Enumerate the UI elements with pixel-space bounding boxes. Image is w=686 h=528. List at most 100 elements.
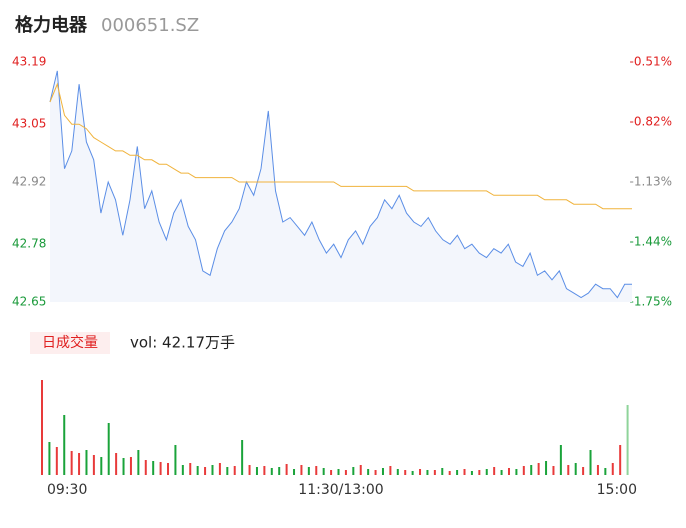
volume-bar: [122, 458, 125, 475]
y2-tick-label: -1.44%: [630, 235, 672, 249]
volume-bar: [218, 463, 221, 475]
price-line: [49, 70, 632, 299]
volume-bar: [307, 467, 310, 475]
volume-bar: [559, 445, 562, 475]
volume-bar: [55, 447, 58, 475]
volume-bar: [589, 450, 592, 475]
volume-bar: [485, 469, 488, 475]
volume-bar: [530, 465, 533, 475]
volume-bar: [115, 453, 118, 475]
volume-bar: [426, 470, 429, 475]
volume-bar: [78, 453, 81, 475]
volume-bar: [107, 423, 110, 475]
volume-button[interactable]: 日成交量: [42, 334, 98, 351]
x-tick-label: 09:30: [47, 482, 87, 498]
volume-bar: [463, 469, 466, 475]
volume-bar: [330, 470, 333, 475]
volume-bar: [241, 440, 244, 475]
volume-bar: [374, 470, 377, 475]
volume-bar: [419, 469, 422, 475]
y2-tick-label: -0.51%: [630, 55, 672, 69]
volume-button-bg[interactable]: [30, 332, 110, 354]
volume-bar: [278, 467, 281, 475]
volume-bar: [211, 465, 214, 475]
volume-bar: [63, 415, 66, 475]
volume-bar: [48, 442, 51, 475]
volume-bar: [152, 461, 155, 475]
stock-name: 格力电器: [15, 14, 88, 36]
volume-bar: [167, 463, 170, 475]
volume-bar: [626, 405, 629, 475]
volume-bar: [285, 464, 288, 475]
volume-bar: [322, 468, 325, 475]
volume-bar: [582, 467, 585, 475]
y2-tick-label: -1.75%: [630, 295, 672, 309]
volume-bar: [619, 445, 622, 475]
volume-bar: [300, 465, 303, 475]
volume-bar: [344, 470, 347, 475]
volume-bar: [545, 461, 548, 475]
volume-bar: [159, 462, 162, 475]
volume-bar: [255, 467, 258, 475]
volume-bar: [92, 455, 95, 475]
average-line: [49, 82, 632, 210]
y-tick-label: 42.78: [12, 237, 46, 251]
volume-bar: [293, 469, 296, 475]
volume-bar: [181, 465, 184, 475]
y2-tick-label: -0.82%: [630, 115, 672, 129]
volume-bar: [596, 465, 599, 475]
volume-label: vol: 42.17万手: [130, 334, 235, 352]
volume-bar: [100, 457, 103, 475]
volume-bar: [567, 465, 570, 475]
volume-bar: [189, 463, 192, 475]
volume-bar: [478, 470, 481, 475]
volume-bar: [507, 468, 510, 475]
volume-bar: [233, 466, 236, 475]
volume-bar: [174, 445, 177, 475]
price-area: [50, 70, 632, 303]
volume-bar: [41, 380, 43, 475]
volume-bar: [270, 468, 273, 475]
volume-bar: [396, 469, 399, 475]
volume-bar: [226, 467, 229, 475]
volume-bar: [448, 471, 451, 475]
volume-bar: [433, 470, 436, 475]
volume-bar: [263, 466, 266, 475]
volume-bar: [196, 466, 199, 475]
volume-bar: [537, 463, 540, 475]
volume-bar: [248, 465, 251, 475]
volume-bar: [456, 470, 459, 475]
volume-bar: [137, 450, 140, 475]
volume-bar: [367, 469, 370, 475]
volume-bar: [337, 469, 340, 475]
volume-bar: [411, 471, 414, 475]
volume-bar: [500, 470, 503, 475]
y-tick-label: 43.05: [12, 117, 46, 131]
volume-bar: [552, 466, 555, 475]
volume-bar: [144, 460, 147, 475]
volume-bar: [359, 465, 362, 475]
volume-bar: [604, 468, 607, 475]
x-tick-label: 15:00: [597, 482, 637, 498]
volume-bar: [70, 451, 73, 475]
volume-bar: [522, 466, 525, 475]
volume-bar: [493, 467, 496, 475]
y-tick-label: 42.92: [12, 175, 46, 189]
volume-bar: [611, 463, 614, 475]
volume-bar: [129, 457, 132, 475]
volume-bar: [389, 466, 392, 475]
x-tick-label: 11:30/13:00: [298, 482, 383, 498]
y-tick-label: 43.19: [12, 55, 46, 69]
volume-bar: [85, 450, 88, 475]
volume-bar: [315, 466, 318, 475]
volume-bar: [404, 470, 407, 475]
y-tick-label: 42.65: [12, 295, 46, 309]
volume-bar: [515, 469, 518, 475]
volume-bar: [352, 467, 355, 475]
volume-bar: [381, 468, 384, 475]
volume-bar: [470, 471, 473, 475]
volume-bar: [574, 463, 577, 475]
volume-bar: [441, 468, 444, 475]
volume-bar: [204, 467, 207, 475]
